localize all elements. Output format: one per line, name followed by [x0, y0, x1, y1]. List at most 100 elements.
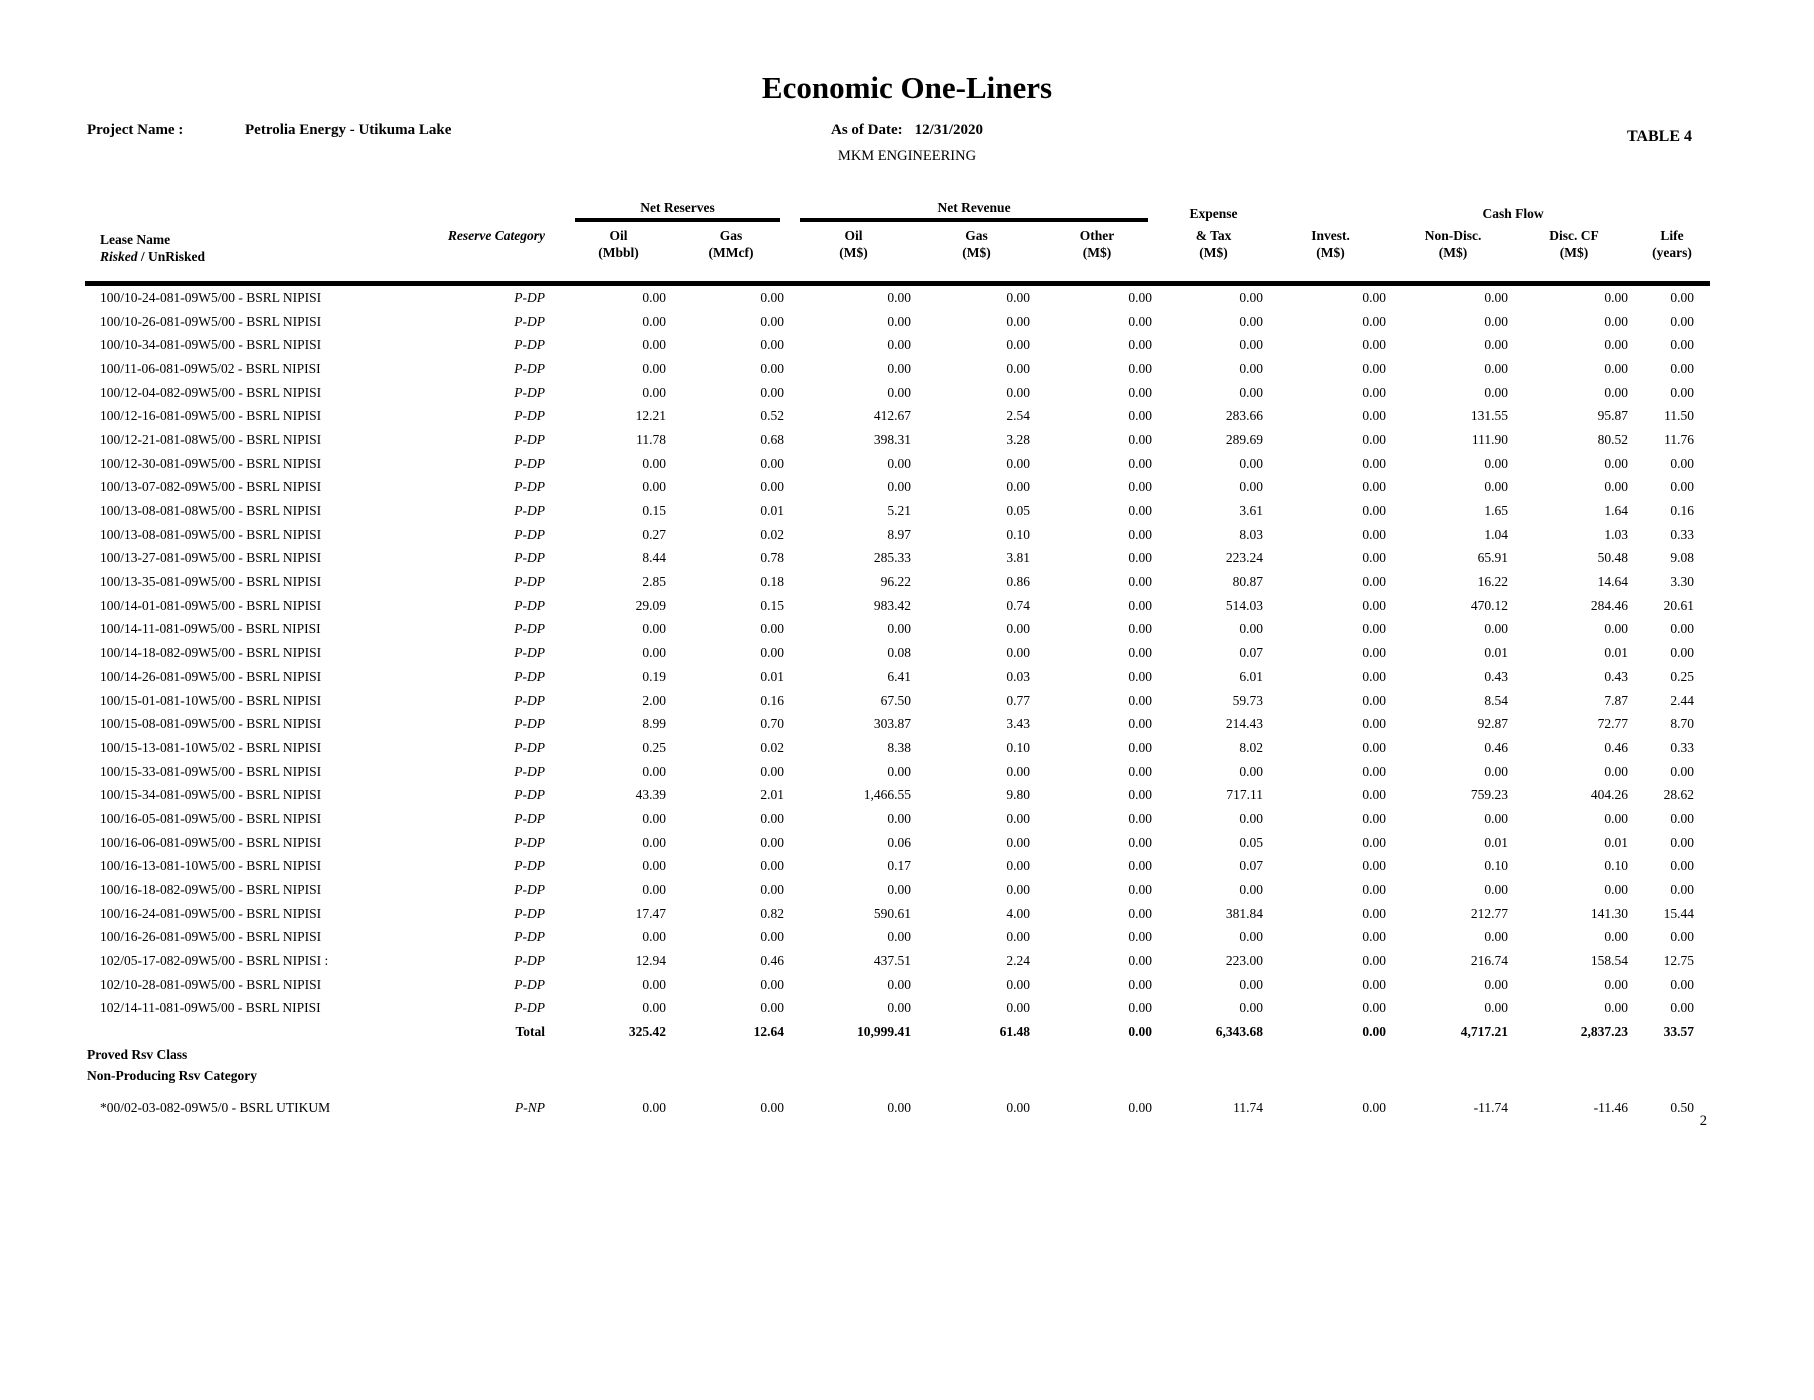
reserve-category-cell: P-DP [514, 455, 545, 471]
value-cell: 0.00 [1239, 929, 1264, 945]
table-row: 100/13-35-081-09W5/00 - BSRL NIPISI P-DP 2… [85, 570, 1710, 594]
value-cell: 0.16 [760, 692, 784, 708]
value-cell: 0.00 [1670, 384, 1695, 400]
col-header-oil-mbbl: Oil (Mbbl) [565, 222, 672, 286]
col-header-reserve-category: Reserve Category [415, 222, 565, 286]
table-row: 100/13-07-082-09W5/00 - BSRL NIPISI P-DP 0… [85, 476, 1710, 500]
value-cell: 0.00 [1128, 455, 1153, 471]
value-cell: 0.00 [760, 1000, 784, 1016]
value-cell: 0.00 [1362, 739, 1387, 755]
value-cell: 0.00 [1239, 882, 1264, 898]
value-cell: 15.44 [1663, 905, 1695, 921]
reserve-category-cell: Total [515, 1024, 545, 1040]
value-cell: 0.00 [1128, 858, 1153, 874]
table-row: 100/12-30-081-09W5/00 - BSRL NIPISI P-DP 0… [85, 452, 1710, 476]
value-cell: 289.69 [1225, 431, 1264, 447]
value-cell: 0.00 [1362, 810, 1387, 826]
value-cell: 0.00 [1362, 1099, 1387, 1115]
reserve-category-cell: P-DP [514, 716, 545, 732]
lease-name-cell: 100/14-18-082-09W5/00 - BSRL NIPISI [100, 645, 322, 661]
lease-name-cell: 102/14-11-081-09W5/00 - BSRL NIPISI [100, 1000, 321, 1016]
value-cell: 0.00 [642, 313, 666, 329]
value-cell: 0.00 [760, 882, 784, 898]
value-cell: 0.00 [1128, 905, 1153, 921]
reserve-category-cell: P-DP [514, 289, 545, 305]
lease-name-cell: 100/15-08-081-09W5/00 - BSRL NIPISI [100, 716, 322, 732]
value-cell: 0.00 [1362, 763, 1387, 779]
value-cell: 0.00 [1670, 455, 1695, 471]
lease-name-cell: 100/12-30-081-09W5/00 - BSRL NIPISI [100, 455, 322, 471]
value-cell: 0.00 [1362, 787, 1387, 803]
value-cell: 8.03 [1239, 526, 1264, 542]
value-cell: 0.00 [642, 810, 666, 826]
value-cell: 0.00 [1128, 976, 1153, 992]
value-cell: 0.00 [760, 384, 784, 400]
table-row: Total 325.42 12.64 10,999.41 61.48 0.00 6,343.… [85, 1020, 1710, 1044]
value-cell: 0.00 [1128, 408, 1153, 424]
value-cell: 0.00 [1128, 1099, 1153, 1115]
value-cell: 0.00 [887, 313, 911, 329]
table-row: 102/10-28-081-09W5/00 - BSRL NIPISI P-DP 0… [85, 973, 1710, 997]
value-cell: 0.08 [887, 645, 911, 661]
table-row: 102/14-11-081-09W5/00 - BSRL NIPISI P-DP 0… [85, 997, 1710, 1021]
value-cell: 0.00 [1128, 787, 1153, 803]
value-cell: 0.00 [1670, 360, 1695, 376]
table-row: 100/16-26-081-09W5/00 - BSRL NIPISI P-DP 0… [85, 926, 1710, 950]
value-cell: 0.00 [642, 621, 666, 637]
group-header-row: Net Reserves Net Revenue Expense Cash Fl… [85, 200, 1710, 222]
value-cell: 0.00 [1006, 360, 1030, 376]
value-cell: 381.84 [1225, 905, 1264, 921]
lease-name-cell: 100/13-35-081-09W5/00 - BSRL NIPISI [100, 574, 322, 590]
value-cell: 0.00 [887, 360, 911, 376]
reserve-category-cell: P-DP [514, 882, 545, 898]
reserve-category-cell: P-DP [514, 574, 545, 590]
lease-name-cell: 100/10-26-081-09W5/00 - BSRL NIPISI [100, 313, 322, 329]
value-cell: 0.33 [1670, 526, 1695, 542]
value-cell: 0.00 [642, 455, 666, 471]
table-row: 100/15-34-081-09W5/00 - BSRL NIPISI P-DP 4… [85, 783, 1710, 807]
value-cell: 0.00 [1006, 337, 1030, 353]
value-cell: 11.76 [1664, 431, 1695, 447]
lease-name-cell: 100/11-06-081-09W5/02 - BSRL NIPISI [100, 360, 321, 376]
col-header-expense-tax: & Tax (M$) [1158, 222, 1270, 286]
value-cell: 0.00 [1128, 289, 1153, 305]
value-cell: 0.00 [887, 289, 911, 305]
value-cell: 12.94 [635, 953, 666, 969]
value-cell: 131.55 [1470, 408, 1509, 424]
value-cell: 1,466.55 [863, 787, 911, 803]
lease-name-cell: 100/12-16-081-09W5/00 - BSRL NIPISI [100, 408, 322, 424]
value-cell: 0.00 [1239, 810, 1264, 826]
table-row: 100/14-11-081-09W5/00 - BSRL NIPISI P-DP 0… [85, 618, 1710, 642]
value-cell: 0.00 [1604, 929, 1629, 945]
table-row: 102/05-17-082-09W5/00 - BSRL NIPISI : P-D… [85, 949, 1710, 973]
value-cell: 80.52 [1597, 431, 1629, 447]
value-cell: 0.03 [1006, 668, 1030, 684]
value-cell: 0.00 [1239, 763, 1264, 779]
value-cell: 11.74 [1233, 1099, 1264, 1115]
value-cell: 0.00 [1128, 1000, 1153, 1016]
value-cell: -11.46 [1593, 1099, 1629, 1115]
value-cell: 6.41 [887, 668, 911, 684]
value-cell: 0.00 [1362, 408, 1387, 424]
lease-name-cell [85, 1020, 415, 1044]
value-cell: 8.38 [887, 739, 911, 755]
value-cell: 0.00 [760, 1099, 784, 1115]
table-row: 100/13-27-081-09W5/00 - BSRL NIPISI P-DP 8… [85, 547, 1710, 571]
value-cell: 0.10 [1484, 858, 1509, 874]
value-cell: 0.00 [642, 384, 666, 400]
table-row: 100/16-06-081-09W5/00 - BSRL NIPISI P-DP 0… [85, 831, 1710, 855]
reserve-category-cell: P-DP [514, 360, 545, 376]
value-cell: 0.00 [1604, 621, 1629, 637]
value-cell: 0.00 [1128, 953, 1153, 969]
value-cell: 12.75 [1663, 953, 1695, 969]
value-cell: 0.00 [887, 882, 911, 898]
value-cell: 0.00 [1006, 763, 1030, 779]
value-cell: 0.00 [1362, 1024, 1387, 1040]
value-cell: 0.01 [1484, 645, 1509, 661]
value-cell: 33.57 [1663, 1024, 1695, 1040]
value-cell: 6.01 [1239, 668, 1264, 684]
value-cell: 0.00 [1670, 882, 1695, 898]
value-cell: 0.00 [887, 337, 911, 353]
col-header-non-disc: Non-Disc. (M$) [1392, 222, 1515, 286]
value-cell: 216.74 [1470, 953, 1509, 969]
